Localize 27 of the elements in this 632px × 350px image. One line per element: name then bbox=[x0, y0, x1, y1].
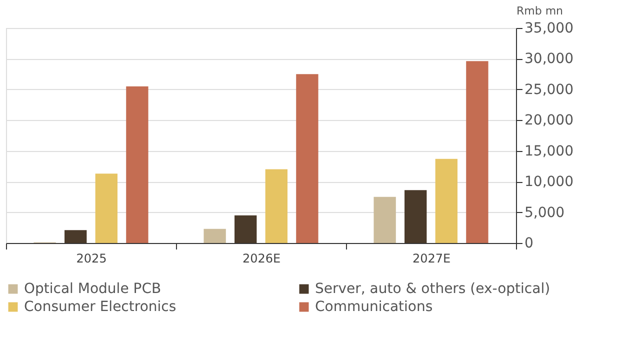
bar bbox=[374, 196, 396, 243]
y-tick-label: 20,000 bbox=[524, 112, 574, 129]
legend-label: Communications bbox=[315, 299, 433, 315]
bar bbox=[95, 174, 118, 243]
y-tick-label: 25,000 bbox=[524, 82, 574, 98]
y-tick-label: 30,000 bbox=[524, 51, 574, 68]
y-axis-title: Rmb mn bbox=[516, 4, 564, 18]
x-tick-label: 2027E bbox=[412, 252, 451, 266]
legend-label: Optical Module PCB bbox=[24, 281, 162, 297]
y-tick-label: 10,000 bbox=[524, 174, 574, 190]
bar bbox=[296, 74, 318, 243]
legend-label: Server, auto & others (ex-optical) bbox=[315, 281, 550, 297]
bar bbox=[466, 61, 488, 243]
bar bbox=[234, 215, 257, 243]
bar bbox=[435, 158, 458, 243]
legend-label: Consumer Electronics bbox=[24, 299, 176, 315]
bar bbox=[126, 86, 148, 243]
x-tick-label: 2026E bbox=[242, 252, 281, 266]
y-tick-label: 35,000 bbox=[524, 20, 574, 36]
bar bbox=[204, 228, 226, 243]
bar bbox=[64, 230, 87, 243]
y-tick-label: 5,000 bbox=[524, 204, 565, 221]
y-tick-label: 0 bbox=[524, 236, 534, 252]
x-tick-label: 2025 bbox=[76, 252, 107, 266]
bar bbox=[265, 169, 288, 243]
y-tick-label: 15,000 bbox=[524, 143, 574, 160]
bar bbox=[404, 190, 427, 243]
